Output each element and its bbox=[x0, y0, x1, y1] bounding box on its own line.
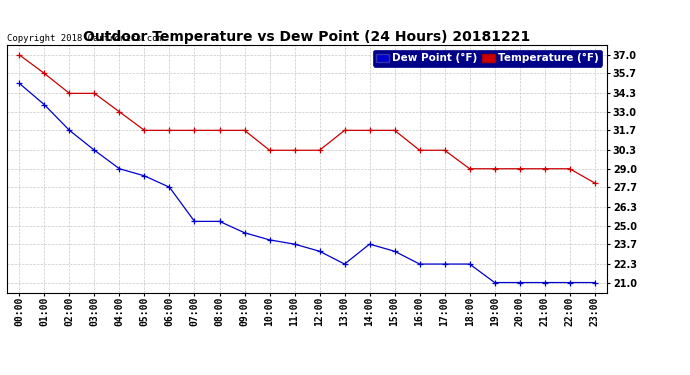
Legend: Dew Point (°F), Temperature (°F): Dew Point (°F), Temperature (°F) bbox=[373, 50, 602, 66]
Title: Outdoor Temperature vs Dew Point (24 Hours) 20181221: Outdoor Temperature vs Dew Point (24 Hou… bbox=[83, 30, 531, 44]
Text: Copyright 2018 Cartronics.com: Copyright 2018 Cartronics.com bbox=[7, 33, 163, 42]
